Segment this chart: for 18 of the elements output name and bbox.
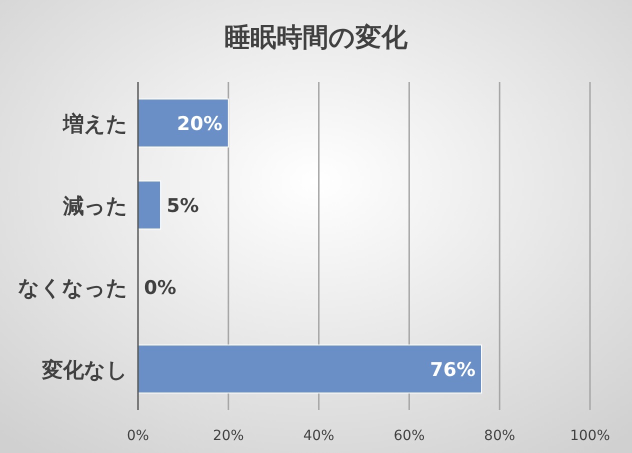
x-tick-label: 40% xyxy=(303,428,334,444)
y-tick-label: 減った xyxy=(62,194,128,218)
x-tick-label: 60% xyxy=(394,428,425,444)
data-label: 76% xyxy=(430,359,476,381)
data-label: 20% xyxy=(176,113,222,135)
y-tick-label: 変化なし xyxy=(41,358,128,382)
bar xyxy=(138,98,229,148)
bar xyxy=(138,180,162,230)
chart-title: 睡眠時間の変化 xyxy=(224,23,408,53)
x-tick-label: 0% xyxy=(126,428,150,444)
data-label: 5% xyxy=(166,195,199,217)
x-tick-label: 20% xyxy=(212,428,244,444)
bar xyxy=(138,344,482,394)
x-tick-label: 80% xyxy=(484,428,516,444)
y-tick-label: 増えた xyxy=(62,112,128,136)
y-tick-label: なくなった xyxy=(18,276,128,300)
data-label: 0% xyxy=(144,277,176,299)
x-tick-label: 100% xyxy=(570,428,610,444)
